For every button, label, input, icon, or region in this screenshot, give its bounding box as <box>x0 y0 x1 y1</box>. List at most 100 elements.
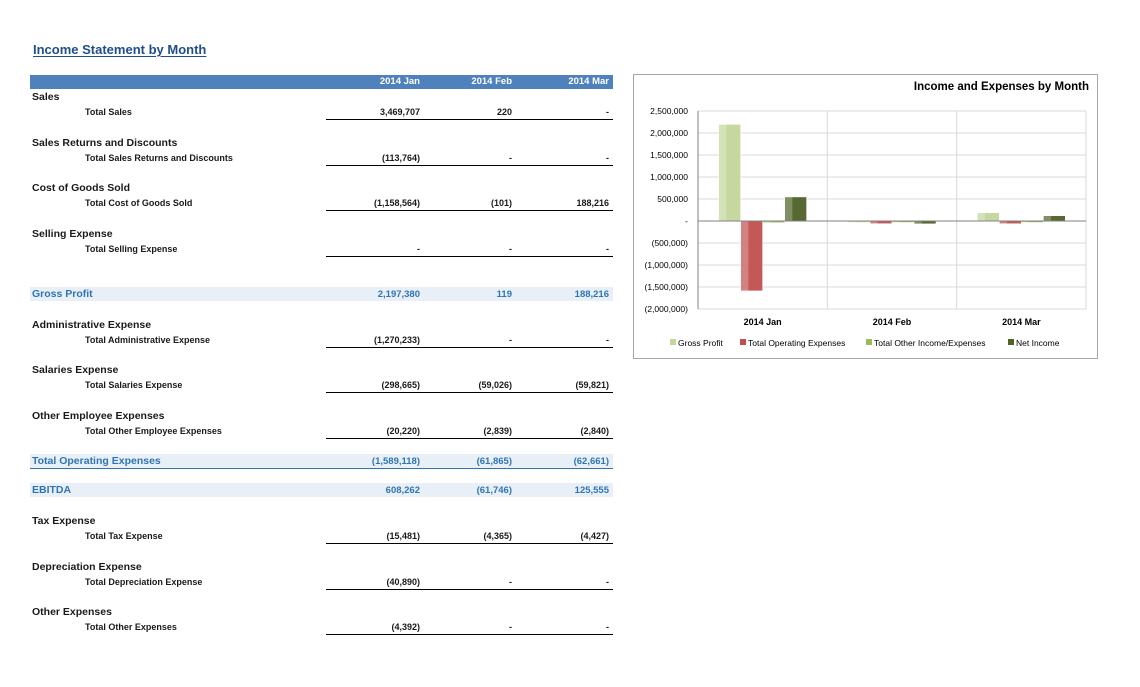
total-row-label: Total Selling Expense <box>85 244 178 254</box>
highlight-row-label: Gross Profit <box>32 288 93 300</box>
legend-swatch <box>670 339 676 345</box>
legend-swatch <box>866 339 872 345</box>
total-row-label: Total Sales Returns and Discounts <box>85 153 233 163</box>
total-row-label: Total Depreciation Expense <box>85 577 203 587</box>
y-tick-label: (500,000) <box>652 238 689 248</box>
section-heading: Cost of Goods Sold <box>32 182 130 194</box>
highlight-row-underline <box>30 468 613 469</box>
category-label: 2014 Feb <box>873 317 912 327</box>
highlight-row-value: 608,262 <box>385 485 420 496</box>
y-tick-label: - <box>685 216 688 226</box>
column-header: 2014 Feb <box>471 76 512 87</box>
category-label: 2014 Jan <box>744 317 782 327</box>
y-tick-label: 1,000,000 <box>650 172 688 182</box>
total-underline <box>326 543 613 544</box>
category-label: 2014 Mar <box>1002 317 1041 327</box>
total-row-value: (1,270,233) <box>373 335 420 345</box>
y-tick-label: (1,500,000) <box>645 282 689 292</box>
y-tick-label: 1,500,000 <box>650 150 688 160</box>
bar-highlight <box>762 221 771 223</box>
bar-highlight <box>848 220 856 223</box>
section-heading: Other Expenses <box>32 606 112 618</box>
highlight-row-label: EBITDA <box>32 484 72 496</box>
column-header: 2014 Jan <box>379 76 420 87</box>
total-row-label: Total Sales <box>85 107 132 117</box>
total-underline <box>326 256 613 257</box>
highlight-row-bg <box>30 454 613 468</box>
total-row-label: Total Administrative Expense <box>85 335 211 345</box>
total-row-value: (113,764) <box>381 153 420 163</box>
total-row-value: - <box>509 153 512 163</box>
total-underline <box>326 438 613 439</box>
total-row-value: - <box>606 335 609 345</box>
legend-label: Gross Profit <box>678 338 724 348</box>
section-heading: Administrative Expense <box>32 319 152 331</box>
total-row-value: (4,365) <box>483 531 512 541</box>
bar-highlight <box>1043 215 1052 221</box>
y-tick-label: (2,000,000) <box>645 304 689 314</box>
total-row-value: (20,220) <box>386 426 420 436</box>
total-row-value: - <box>509 577 512 587</box>
highlight-row-value: 188,216 <box>574 289 609 300</box>
legend-label: Total Operating Expenses <box>748 338 845 348</box>
total-row-value: - <box>509 622 512 632</box>
highlight-row-value: (61,746) <box>476 485 512 496</box>
chart-area: Income and Expenses by Month 2,500,000 2,0… <box>633 74 1098 359</box>
total-row-value: - <box>509 244 512 254</box>
y-tick-label: 2,000,000 <box>650 128 688 138</box>
total-row-value: (4,392) <box>391 622 420 632</box>
bar-highlight <box>892 221 900 223</box>
y-tick-label: (1,000,000) <box>645 260 689 270</box>
total-row-value: (2,839) <box>483 426 512 436</box>
bar-highlight <box>718 124 727 221</box>
total-row-value: (4,427) <box>580 531 609 541</box>
total-row-value: - <box>606 622 609 632</box>
highlight-row-value: (61,865) <box>476 456 512 467</box>
chart-title: Income and Expenses by Month <box>914 81 1089 93</box>
section-heading: Sales <box>32 91 60 103</box>
section-heading: Depreciation Expense <box>32 561 142 573</box>
legend-swatch <box>740 339 746 345</box>
highlight-row-bg <box>30 287 613 301</box>
total-row-value: - <box>509 335 512 345</box>
bar-highlight <box>977 212 986 221</box>
total-row-value: (59,026) <box>478 380 512 390</box>
total-row-value: (15,481) <box>386 531 420 541</box>
total-underline <box>326 210 613 211</box>
total-row-label: Total Salaries Expense <box>85 380 183 390</box>
total-row-value: - <box>417 244 420 254</box>
total-row-value: (40,890) <box>386 577 420 587</box>
total-row-label: Total Other Expenses <box>85 622 177 632</box>
bar-highlight <box>870 221 878 224</box>
bar-highlight <box>999 221 1008 224</box>
total-row-label: Total Other Employee Expenses <box>85 426 222 436</box>
section-heading: Sales Returns and Discounts <box>32 137 178 149</box>
report-title: Income Statement by Month <box>33 42 207 57</box>
total-row-value: - <box>606 244 609 254</box>
y-tick-label: 500,000 <box>657 194 688 204</box>
total-row-value: (1,158,564) <box>373 198 420 208</box>
highlight-row-bg <box>30 483 613 497</box>
column-header-bar: 2014 Jan 2014 Feb 2014 Mar <box>30 75 613 89</box>
total-row-value: (298,665) <box>381 380 420 390</box>
bar-highlight <box>914 221 922 224</box>
legend-label: Net Income <box>1016 338 1060 348</box>
total-row-value: - <box>606 153 609 163</box>
legend-label: Total Other Income/Expenses <box>874 338 986 348</box>
total-underline <box>326 392 613 393</box>
column-header: 2014 Mar <box>568 76 609 87</box>
total-row-value: 3,469,707 <box>379 107 420 117</box>
total-row-value: 220 <box>496 107 512 117</box>
section-heading: Other Employee Expenses <box>32 410 165 422</box>
total-row-value: (59,821) <box>575 380 609 390</box>
highlight-row-value: 125,555 <box>574 485 609 496</box>
highlight-row-value: (1,589,118) <box>371 456 420 467</box>
total-row-value: 188,216 <box>576 198 609 208</box>
section-heading: Selling Expense <box>32 228 113 240</box>
highlight-row-value: 2,197,380 <box>377 289 420 300</box>
section-heading: Salaries Expense <box>32 364 119 376</box>
total-underline <box>326 119 613 120</box>
total-row-label: Total Tax Expense <box>85 531 163 541</box>
total-underline <box>326 589 613 590</box>
total-row-value: (101) <box>490 198 512 208</box>
